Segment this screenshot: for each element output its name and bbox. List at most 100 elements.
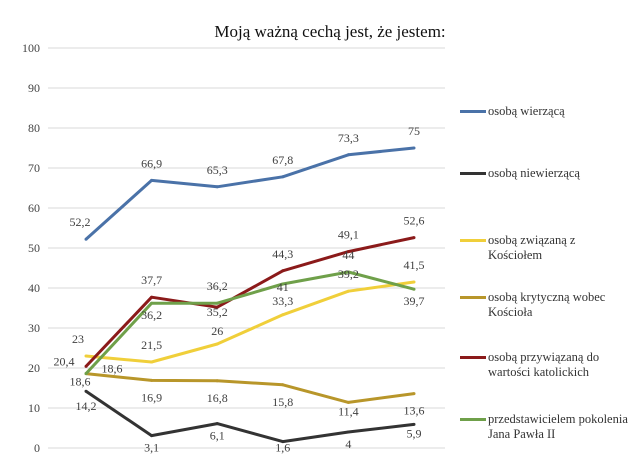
- data-label: 11,4: [338, 404, 359, 418]
- legend-swatch: [460, 296, 486, 299]
- data-label: 16,8: [207, 391, 228, 405]
- data-label: 73,3: [338, 131, 359, 145]
- data-label: 44: [342, 248, 354, 262]
- data-point: [215, 301, 219, 305]
- series-line: [85, 372, 415, 404]
- data-label: 3,1: [144, 441, 159, 455]
- data-point: [412, 146, 416, 150]
- data-point: [150, 378, 154, 382]
- data-point: [281, 383, 285, 387]
- data-point: [346, 270, 350, 274]
- data-label: 6,1: [210, 429, 225, 443]
- data-point: [346, 289, 350, 293]
- legend-label: osobą związaną z Kościołem: [488, 233, 576, 262]
- data-label: 44,3: [272, 247, 293, 261]
- data-point: [150, 295, 154, 299]
- legend-label: osobą wierzącą: [488, 104, 565, 118]
- y-tick-label: 70: [28, 161, 40, 175]
- data-point: [281, 175, 285, 179]
- series-line: [84, 236, 415, 368]
- legend-swatch: [460, 356, 486, 359]
- data-label: 23: [72, 332, 84, 346]
- data-label: 39,7: [404, 294, 425, 308]
- data-label: 5,9: [407, 426, 422, 440]
- data-point: [215, 305, 219, 309]
- data-label: 4: [345, 437, 351, 451]
- data-label: 66,9: [141, 156, 162, 170]
- data-point: [412, 236, 416, 240]
- data-label: 52,2: [70, 215, 91, 229]
- data-label: 1,6: [275, 441, 290, 455]
- data-point: [215, 379, 219, 383]
- data-label: 41: [277, 280, 289, 294]
- legend-label: osobą niewierzącą: [488, 166, 580, 180]
- y-tick-label: 20: [28, 361, 40, 375]
- data-point: [84, 389, 88, 393]
- data-point: [346, 153, 350, 157]
- series-line: [84, 270, 415, 375]
- data-label: 21,5: [141, 338, 162, 352]
- data-label: 75: [408, 124, 420, 138]
- data-label: 37,7: [141, 273, 162, 287]
- series-line: [85, 280, 415, 364]
- data-point: [150, 301, 154, 305]
- data-point: [281, 282, 285, 286]
- y-tick-label: 90: [28, 81, 40, 95]
- data-point: [84, 364, 88, 368]
- y-tick-label: 10: [28, 401, 40, 415]
- data-label: 65,3: [207, 163, 228, 177]
- data-label: 18,6: [102, 362, 123, 376]
- data-point: [346, 430, 350, 434]
- y-tick-label: 40: [28, 281, 40, 295]
- legend-label: przedstawicielem pokolenia Jana Pawła II: [488, 412, 628, 441]
- data-label: 26: [211, 324, 223, 338]
- data-point: [281, 269, 285, 273]
- data-point: [281, 440, 285, 444]
- data-label: 49,1: [338, 228, 359, 242]
- data-label: 39,2: [338, 267, 359, 281]
- data-label: 13,6: [404, 404, 425, 418]
- legend-swatch: [460, 418, 486, 421]
- y-tick-label: 100: [22, 41, 40, 55]
- data-label: 67,8: [272, 153, 293, 167]
- data-point: [84, 237, 88, 241]
- data-label: 41,5: [404, 258, 425, 272]
- data-point: [215, 422, 219, 426]
- data-point: [346, 250, 350, 254]
- data-label: 20,4: [54, 354, 75, 368]
- data-point: [84, 354, 88, 358]
- y-tick-label: 0: [34, 441, 40, 455]
- data-point: [215, 342, 219, 346]
- legend-swatch: [460, 172, 486, 175]
- chart-title: Moją ważną cechą jest, że jestem:: [214, 22, 446, 41]
- data-label: 52,6: [404, 214, 425, 228]
- y-tick-label: 30: [28, 321, 40, 335]
- data-label: 33,3: [272, 294, 293, 308]
- series-line: [85, 389, 415, 444]
- data-point: [150, 360, 154, 364]
- legend-swatch: [460, 110, 486, 113]
- data-point: [215, 185, 219, 189]
- data-point: [412, 287, 416, 291]
- data-label: 36,2: [207, 279, 228, 293]
- data-point: [150, 434, 154, 438]
- data-point: [281, 313, 285, 317]
- data-point: [412, 280, 416, 284]
- legend-swatch: [460, 239, 486, 242]
- data-label: 36,2: [141, 308, 162, 322]
- y-tick-label: 50: [28, 241, 40, 255]
- data-label: 18,6: [70, 375, 91, 389]
- y-tick-label: 80: [28, 121, 40, 135]
- legend-label: osobą krytyczną wobec Kościoła: [488, 290, 606, 319]
- series-line: [84, 146, 415, 241]
- data-point: [412, 392, 416, 396]
- data-point: [84, 372, 88, 376]
- data-point: [412, 422, 416, 426]
- data-label: 15,8: [272, 395, 293, 409]
- data-point: [150, 178, 154, 182]
- legend-label: osobą przywiązaną do wartości katolickic…: [488, 350, 600, 379]
- data-label: 16,9: [141, 390, 162, 404]
- data-label: 14,2: [76, 399, 97, 413]
